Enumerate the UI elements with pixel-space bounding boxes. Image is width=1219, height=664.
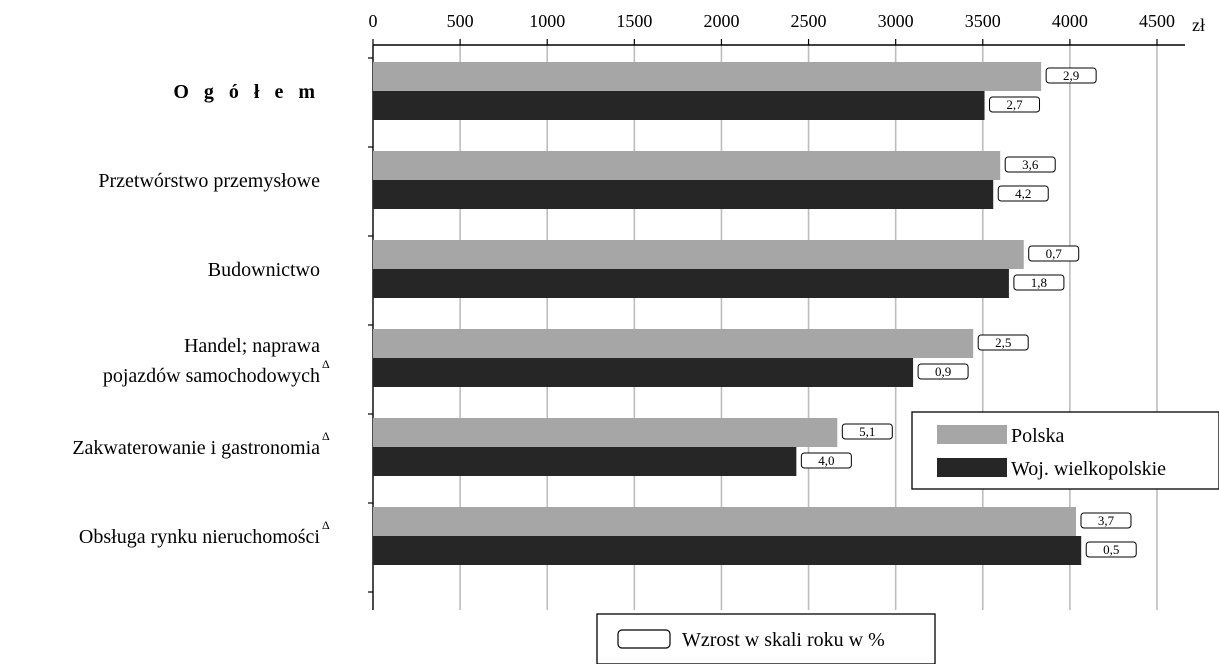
category-label: pojazdów samochodowych <box>103 365 320 387</box>
bar <box>373 536 1082 565</box>
bar <box>373 507 1076 536</box>
growth-label-box <box>997 185 1049 202</box>
growth-label-box <box>917 363 969 380</box>
growth-legend: Wzrost w skali roku w % <box>596 613 936 664</box>
bars: 2,9 2,7 3,6 4,2 0,7 1,8 2,5 0,9 5,1 4,0 3,7 0,5 <box>373 62 1137 565</box>
legend: Polska Woj. wielkopolskie <box>911 411 1219 490</box>
growth-legend-label: Wzrost w skali roku w % <box>682 629 885 651</box>
category-label: Obsługa rynku nieruchomości <box>79 526 321 548</box>
category-label: Zakwaterowanie i gastronomia <box>72 437 320 459</box>
growth-label: 4,0 <box>818 453 834 468</box>
growth-label: 2,9 <box>1063 68 1079 83</box>
growth-label-box <box>1045 67 1097 84</box>
x-tick-label: 0 <box>369 11 378 31</box>
category-mark: Δ <box>322 518 330 532</box>
bar <box>373 329 974 358</box>
legend-swatch-wielkopolskie <box>937 458 1007 477</box>
category-labels: O g ó ł e m Przetwórstwo przemysłowe Budow… <box>72 81 330 548</box>
growth-label-box <box>1004 156 1056 173</box>
bar <box>373 62 1042 91</box>
category-mark: Δ <box>322 429 330 443</box>
bar <box>373 180 994 209</box>
x-tick-label: 4500 <box>1139 11 1175 31</box>
growth-label: 3,7 <box>1098 513 1115 528</box>
growth-label: 1,8 <box>1031 275 1047 290</box>
x-tick-label: 4000 <box>1052 11 1088 31</box>
growth-label: 2,7 <box>1006 97 1023 112</box>
x-tick-label: 2000 <box>703 11 739 31</box>
bar <box>373 447 797 476</box>
x-unit-label: zł <box>1192 15 1205 35</box>
x-tick-label: 3500 <box>965 11 1001 31</box>
growth-label: 3,6 <box>1022 157 1039 172</box>
bar <box>373 358 914 387</box>
growth-label-box <box>977 334 1029 351</box>
category-label: Handel; naprawa <box>184 335 320 357</box>
growth-label-box <box>1080 512 1132 529</box>
growth-label-box <box>1085 541 1137 558</box>
legend-label-polska: Polska <box>1011 425 1064 447</box>
category-label: O g ó ł e m <box>173 81 320 103</box>
growth-label-box <box>1013 274 1065 291</box>
x-tick-label: 3000 <box>878 11 914 31</box>
growth-label: 5,1 <box>859 424 875 439</box>
bar <box>373 151 1001 180</box>
legend-label-wielkopolskie: Woj. wielkopolskie <box>1011 458 1166 480</box>
growth-label: 0,7 <box>1046 246 1063 261</box>
growth-label-box <box>1028 245 1080 262</box>
growth-label: 0,5 <box>1103 542 1119 557</box>
growth-label-box <box>841 423 893 440</box>
legend-swatch-polska <box>937 425 1007 444</box>
x-tick-label: 1500 <box>616 11 652 31</box>
x-tick-label: 2500 <box>791 11 827 31</box>
growth-label-box <box>989 96 1041 113</box>
bar <box>373 418 838 447</box>
gridlines <box>459 45 1158 610</box>
bar <box>373 240 1024 269</box>
category-label: Przetwórstwo przemysłowe <box>98 170 320 192</box>
bar <box>373 91 985 120</box>
category-label: Budownictwo <box>208 259 320 281</box>
x-tick-label: 500 <box>447 11 474 31</box>
growth-label-box <box>800 452 852 469</box>
growth-label: 0,9 <box>935 364 951 379</box>
growth-label: 4,2 <box>1015 186 1031 201</box>
growth-legend-swatch <box>617 629 671 649</box>
bar <box>373 269 1009 298</box>
growth-label: 2,5 <box>995 335 1011 350</box>
category-mark: Δ <box>322 357 330 371</box>
x-tick-label: 1000 <box>529 11 565 31</box>
